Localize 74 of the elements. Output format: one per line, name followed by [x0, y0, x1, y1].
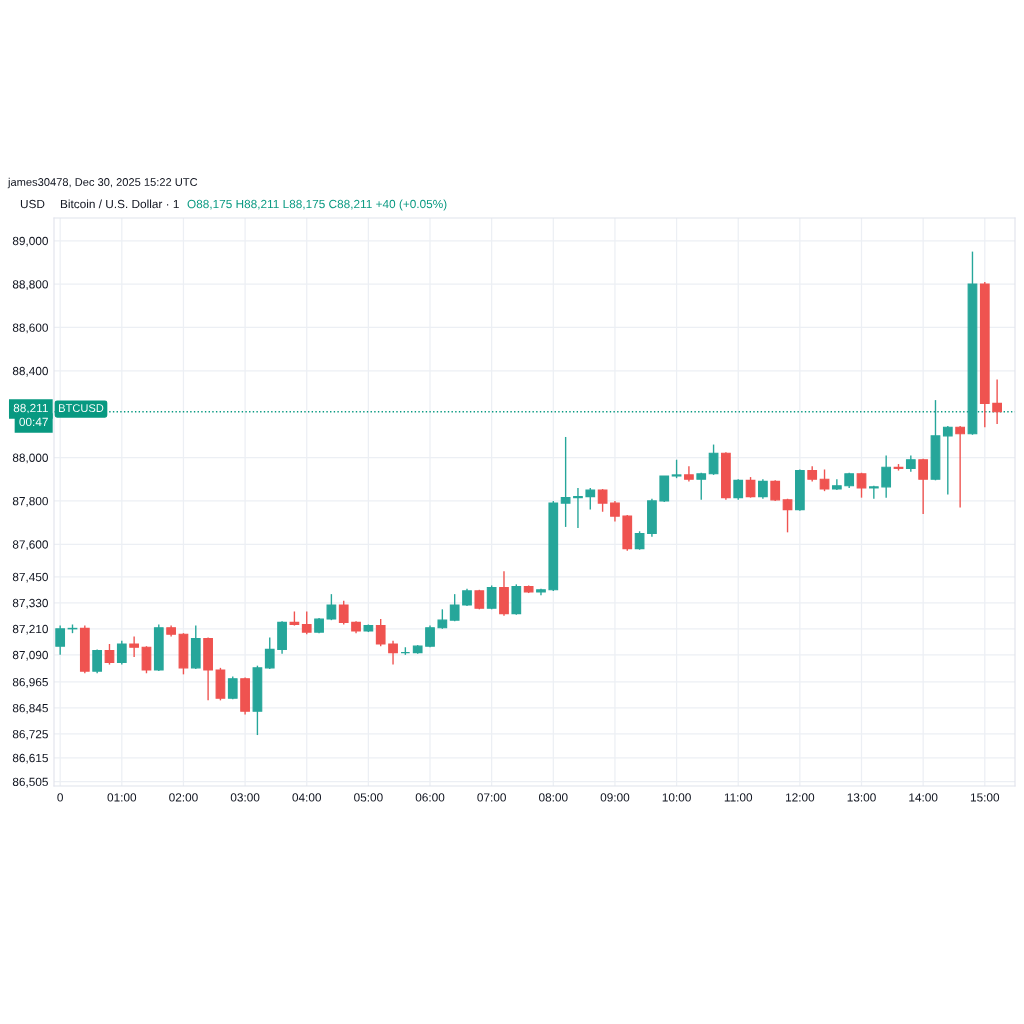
candlestick: [301, 610, 312, 635]
candlestick: [696, 472, 707, 501]
y-tick-label: 87,330: [12, 598, 48, 609]
y-tick-label: 88,800: [12, 280, 48, 290]
chart-subtitle: O88,175 H88,211 L88,175 C88,211 +40 (+0.05%): [187, 199, 447, 211]
candlestick: [585, 487, 596, 511]
x-tick-label: 11:00: [724, 793, 753, 802]
x-tick-label: 10:00: [662, 793, 691, 802]
y-tick-label: 87,800: [12, 496, 48, 507]
y-tick-label: 86,725: [12, 730, 48, 740]
candlestick: [856, 472, 867, 499]
candlestick: [573, 487, 583, 529]
candlestick: [55, 624, 66, 656]
y-tick-label: 87,210: [12, 624, 48, 635]
y-tick-label: 87,450: [12, 572, 48, 583]
candlestick: [745, 476, 756, 499]
y-tick-label: 88,600: [12, 323, 48, 334]
x-tick-label: 04:00: [292, 793, 322, 802]
x-tick-label: 06:00: [415, 793, 445, 802]
candlestick: [758, 478, 768, 500]
candlestick: [92, 648, 103, 674]
candlestick: [942, 425, 953, 496]
y-tick-label: 89,000: [12, 236, 48, 247]
x-tick-label: 12:00: [786, 793, 815, 802]
candlestick: [338, 599, 349, 626]
candlestick: [560, 436, 571, 528]
candlestick: [733, 478, 744, 501]
x-tick-label: 05:00: [354, 793, 383, 802]
x-tick-label: 01:00: [107, 793, 137, 802]
y-tick-label: 87,090: [12, 650, 48, 661]
candlestick: [782, 498, 793, 534]
candlestick: [770, 479, 781, 502]
chart-title: Bitcoin / U.S. Dollar · 1: [60, 199, 179, 209]
ref-line-label: 88,211: [13, 403, 48, 414]
candlestick: [326, 593, 337, 621]
candlestick: [116, 640, 127, 666]
y-tick-label: 86,615: [12, 753, 48, 764]
candlestick: [708, 443, 719, 476]
x-tick-label: 07:00: [477, 793, 506, 802]
candlestick: [375, 618, 386, 647]
candlestick: [129, 635, 140, 658]
candlestick: [819, 468, 830, 492]
text: james30478, Dec 30, 2025 15:22 UTC: [7, 177, 198, 189]
candlestick: [388, 640, 398, 666]
x-tick-label: 15:00: [970, 793, 1000, 802]
candlestick: [634, 530, 645, 551]
candlestick: [992, 378, 1002, 425]
x-tick-label: 14:00: [909, 793, 938, 802]
y-tick-label: 86,845: [12, 703, 48, 714]
y-tick-label: 86,505: [12, 777, 48, 788]
y-tick-label: 86,965: [12, 677, 48, 688]
candlestick: [449, 593, 460, 622]
candlestick: [141, 645, 152, 674]
x-tick-label: 0: [57, 793, 63, 802]
candlestick: [955, 425, 966, 509]
candlestick: [671, 459, 682, 479]
x-tick-label: 08:00: [538, 793, 568, 802]
x-tick-label: 02:00: [169, 793, 198, 802]
y-tick-label: 88,000: [12, 453, 48, 464]
candlestick: [437, 608, 448, 630]
x-tick-label: 13:00: [847, 793, 876, 802]
x-tick-label: 03:00: [230, 793, 260, 802]
candlestick: [918, 457, 929, 515]
x-tick-label: 09:00: [600, 793, 630, 802]
y-tick-label: 87,600: [12, 540, 48, 551]
y-axis-title: USD: [20, 199, 45, 209]
y-tick-label: 88,400: [12, 366, 48, 377]
text: 00:47: [19, 417, 48, 427]
candlestick: [104, 643, 115, 666]
candlestick: [264, 636, 275, 670]
annotation: BTCUSD: [59, 404, 104, 413]
candlestick: [610, 500, 620, 523]
candlestick: [881, 454, 892, 499]
candlestick: [868, 485, 879, 500]
